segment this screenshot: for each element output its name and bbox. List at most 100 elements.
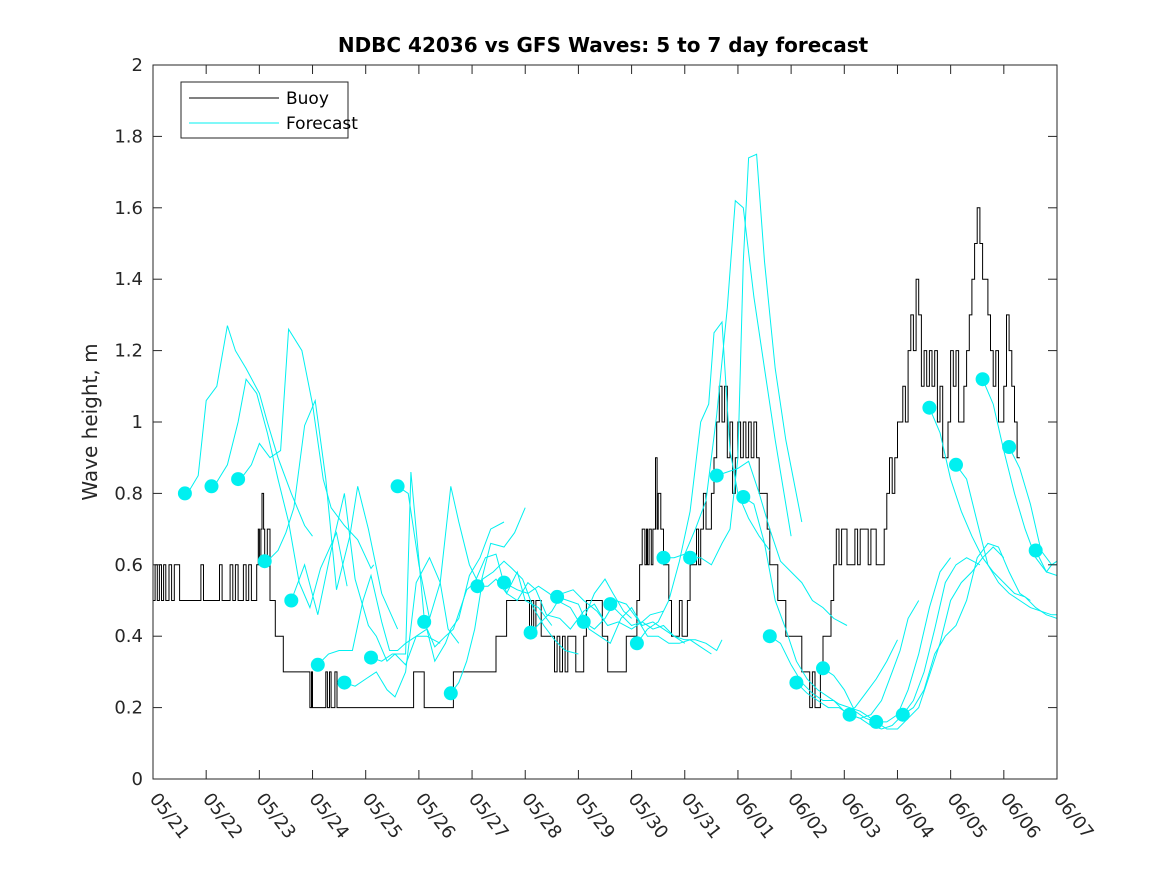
forecast-line <box>1035 550 1057 573</box>
x-tick-label: 06/01 <box>730 789 778 843</box>
legend-box <box>180 81 349 139</box>
x-tick-label: 05/30 <box>624 789 672 843</box>
legend-label-buoy: Buoy <box>286 89 329 109</box>
y-axis: 0 0.2 0.4 0.6 0.8 1 1.2 1.4 1.6 1.8 2 <box>114 55 1057 790</box>
y-tick-label: 0.2 <box>114 698 143 719</box>
chart-title: NDBC 42036 vs GFS Waves: 5 to 7 day fore… <box>338 33 869 57</box>
forecast-marker <box>231 472 246 487</box>
forecast-marker <box>523 625 538 640</box>
y-tick-label: 1.2 <box>114 341 143 362</box>
forecast-marker <box>177 486 192 501</box>
x-tick-label: 05/23 <box>251 789 299 843</box>
forecast-line <box>902 542 1031 716</box>
forecast-marker <box>949 457 963 472</box>
forecast-line <box>477 578 606 630</box>
x-tick-label: 05/27 <box>464 789 512 843</box>
forecast-line <box>982 379 1057 576</box>
forecast-marker <box>895 707 910 722</box>
x-tick-label: 06/07 <box>1049 789 1097 843</box>
forecast-line <box>503 578 632 627</box>
forecast-marker <box>310 657 325 672</box>
forecast-marker <box>922 400 937 415</box>
forecast-marker <box>709 468 724 483</box>
x-tick-label: 05/24 <box>305 789 353 843</box>
forecast-marker <box>762 629 777 644</box>
forecast-marker <box>390 479 405 494</box>
forecast-line <box>450 560 579 694</box>
y-tick-label: 1.6 <box>114 198 143 219</box>
forecast-line <box>928 407 1057 619</box>
y-tick-label: 1 <box>132 412 143 433</box>
forecast-marker <box>337 675 352 690</box>
x-tick-label: 05/21 <box>145 789 193 843</box>
forecast-marker <box>869 714 884 729</box>
x-tick-label: 05/28 <box>517 789 565 843</box>
forecast-marker <box>497 575 511 590</box>
forecast-line <box>213 377 348 610</box>
forecast-line <box>663 199 792 559</box>
forecast-marker <box>683 550 698 565</box>
forecast-line <box>344 556 460 698</box>
x-tick-label: 06/04 <box>890 789 938 843</box>
forecast-line <box>397 485 526 619</box>
forecast-line <box>370 471 505 663</box>
legend-label-forecast: Forecast <box>286 114 358 134</box>
forecast-line <box>743 496 872 719</box>
forecast-line <box>769 635 898 712</box>
forecast-marker <box>576 614 591 629</box>
forecast-line <box>266 398 399 630</box>
x-tick-label: 06/02 <box>783 789 831 843</box>
forecast-marker <box>656 550 671 565</box>
buoy-line <box>153 207 1020 709</box>
y-tick-label: 1.4 <box>114 269 143 290</box>
forecast-line <box>716 460 848 626</box>
y-tick-label: 0 <box>132 769 143 790</box>
forecast-marker <box>443 686 458 701</box>
x-tick-label: 05/25 <box>358 789 406 843</box>
forecast-marker <box>550 589 565 604</box>
forecast-line <box>556 596 686 645</box>
y-tick-label: 0.4 <box>114 626 143 647</box>
forecast-marker <box>842 707 857 722</box>
forecast-marker <box>789 675 804 690</box>
forecast-marker <box>736 490 751 504</box>
y-axis-title: Wave height, m <box>78 343 102 500</box>
y-tick-label: 1.8 <box>114 126 143 147</box>
series-layer <box>153 153 1057 730</box>
forecast-line <box>317 573 441 666</box>
x-tick-label: 05/22 <box>198 789 246 843</box>
x-tick-label: 06/06 <box>996 789 1044 843</box>
x-axis: 05/21 05/22 05/23 05/24 05/25 05/26 05/27 05/28… <box>145 65 1098 843</box>
forecast-marker <box>284 593 299 608</box>
forecast-marker <box>257 554 272 569</box>
forecast-marker <box>417 614 432 629</box>
forecast-line <box>290 493 428 666</box>
forecast-line <box>187 325 313 537</box>
forecast-line <box>423 553 553 648</box>
x-tick-label: 05/29 <box>570 789 618 843</box>
y-tick-label: 2 <box>132 55 143 76</box>
forecast-marker <box>975 372 990 387</box>
forecast-marker <box>816 661 830 676</box>
y-tick-label: 0.8 <box>114 483 143 504</box>
forecast-marker <box>364 650 378 665</box>
forecast-line <box>822 557 952 723</box>
forecast-marker <box>1002 440 1017 454</box>
legend: Buoy Forecast <box>180 81 358 139</box>
x-tick-label: 06/03 <box>836 789 884 843</box>
forecast-line <box>955 464 1057 616</box>
forecast-marker <box>603 597 618 612</box>
x-tick-label: 05/31 <box>677 789 725 843</box>
forecast-line <box>875 546 1005 730</box>
x-tick-label: 05/26 <box>411 789 459 843</box>
forecast-marker <box>629 636 644 651</box>
forecast-marker <box>470 579 485 594</box>
y-tick-label: 0.6 <box>114 555 143 576</box>
forecast-line <box>583 599 712 655</box>
forecast-line <box>609 603 723 652</box>
plot-area <box>153 153 1057 730</box>
forecast-line <box>690 153 803 566</box>
forecast-marker <box>204 479 219 494</box>
forecast-marker <box>1028 543 1043 558</box>
